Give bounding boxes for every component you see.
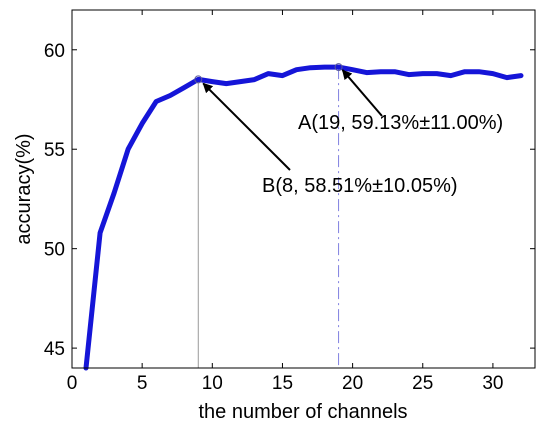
highlight-marker-1 bbox=[194, 75, 203, 84]
y-tick-label: 45 bbox=[44, 339, 65, 360]
annotation-arrow-a bbox=[341, 69, 383, 117]
x-tick-label: 0 bbox=[67, 373, 78, 394]
series-layer bbox=[83, 64, 524, 371]
x-tick-label: 25 bbox=[412, 373, 433, 394]
x-tick-label: 5 bbox=[137, 373, 148, 394]
annotation-a-label: A(19, 59.13%±11.00%) bbox=[298, 112, 503, 134]
annotation-arrow-b bbox=[202, 82, 291, 171]
y-axis-ticks: 45 50 55 60 bbox=[44, 41, 535, 360]
x-axis-ticks: 0 5 10 15 20 25 30 bbox=[67, 10, 503, 394]
plot-frame bbox=[71, 9, 536, 369]
y-axis-label: accuracy(%) bbox=[13, 133, 35, 244]
markers-layer bbox=[194, 63, 343, 84]
x-axis-label: the number of channels bbox=[198, 401, 407, 423]
annotation-arrows bbox=[202, 69, 383, 171]
x-tick-label: 20 bbox=[342, 373, 363, 394]
annotation-b-label: B(8, 58.51%±10.05%) bbox=[262, 175, 458, 197]
x-tick-label: 30 bbox=[482, 373, 503, 394]
y-tick-label: 55 bbox=[44, 140, 65, 161]
highlight-marker-2 bbox=[334, 63, 343, 72]
y-tick-label: 50 bbox=[44, 240, 65, 261]
x-tick-label: 15 bbox=[272, 373, 293, 394]
series-line-1 bbox=[83, 64, 524, 371]
reference-lines bbox=[197, 67, 340, 368]
x-tick-label: 10 bbox=[202, 373, 223, 394]
y-tick-label: 60 bbox=[44, 41, 65, 62]
